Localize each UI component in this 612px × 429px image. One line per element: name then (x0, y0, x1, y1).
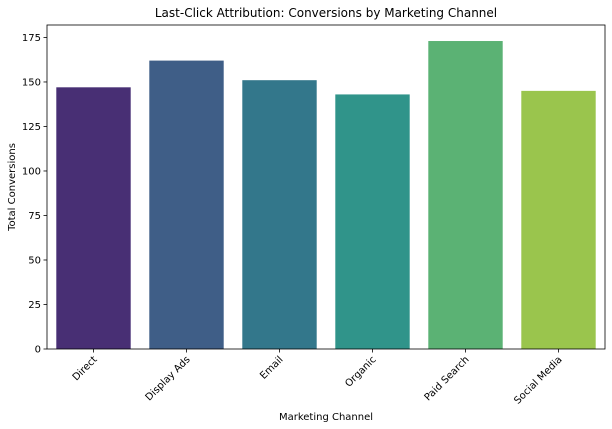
plot-frame (46, 24, 606, 350)
y-axis-label: Total Conversions (7, 143, 18, 232)
y-axis-ticks: 0 25 50 75 100 125 150 175 (22, 33, 47, 356)
y-tick-label: 75 (28, 211, 41, 222)
y-tick-label: 50 (28, 255, 41, 266)
bar-email (242, 80, 317, 349)
y-tick-label: 150 (22, 77, 41, 88)
y-tick-label: 175 (22, 33, 41, 44)
chart-title: Last-Click Attribution: Conversions by M… (155, 6, 497, 20)
bar-organic (335, 94, 410, 350)
bar-social-media (521, 90, 596, 350)
bars-group (56, 41, 596, 350)
bar-direct (56, 87, 131, 349)
y-tick-label: 25 (28, 300, 41, 311)
y-tick-label: 100 (22, 166, 41, 177)
bar-paid-search (428, 41, 503, 350)
y-tick-label: 125 (22, 122, 41, 133)
bar-display-ads (149, 60, 224, 349)
x-axis-label: Marketing Channel (279, 412, 373, 423)
y-tick-label: 0 (35, 345, 41, 356)
